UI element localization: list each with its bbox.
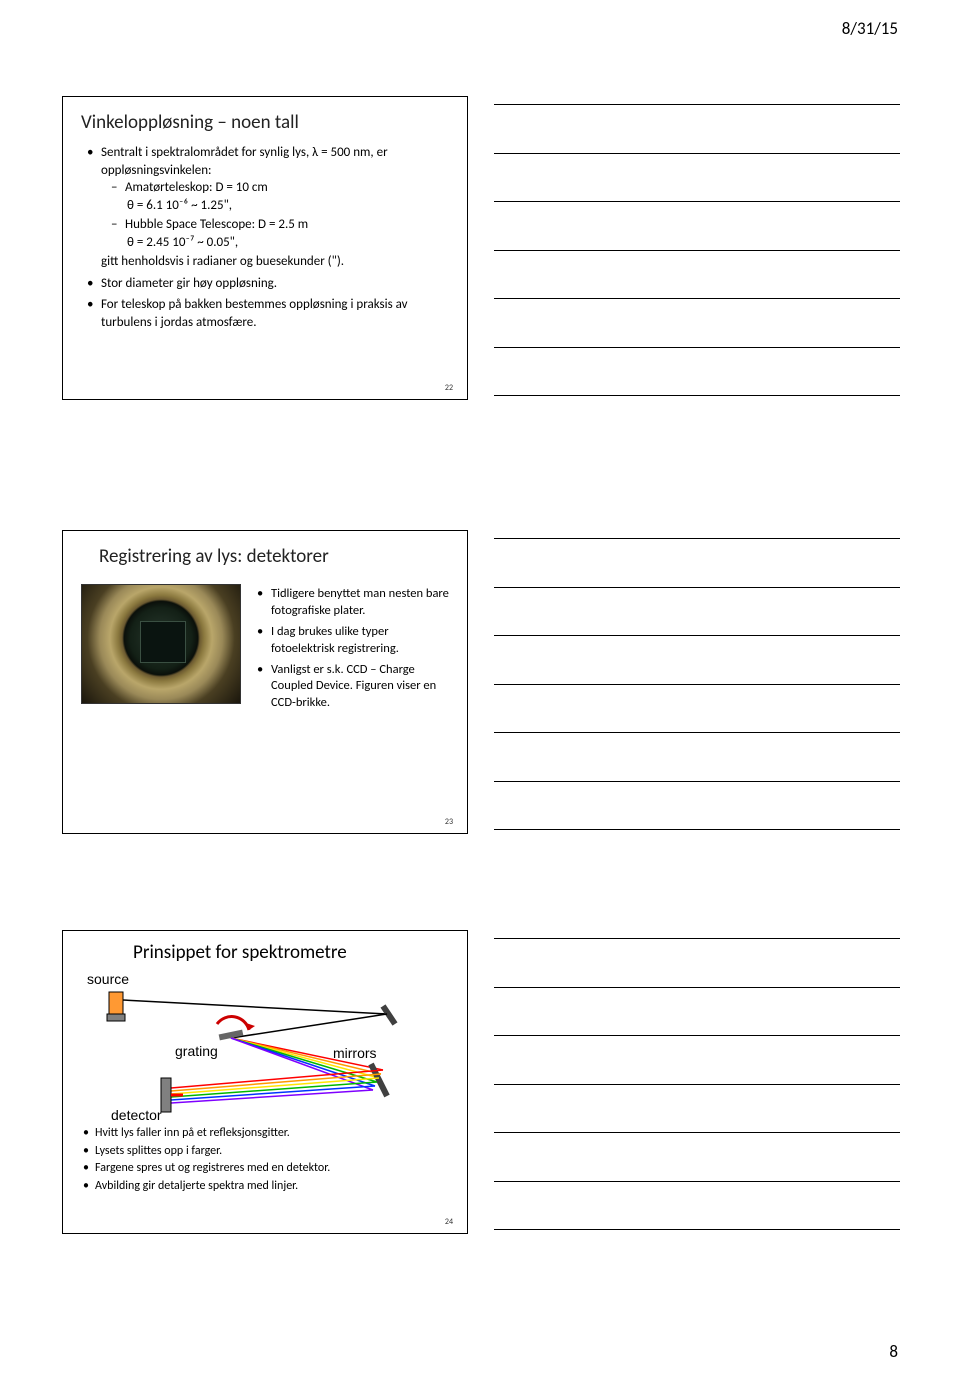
slide-2-title: Registrering av lys: detektorer bbox=[81, 545, 449, 568]
ccd-image bbox=[81, 584, 241, 704]
notes-area-2 bbox=[494, 530, 900, 834]
row-2: Registrering av lys: detektorer Tidliger… bbox=[62, 530, 900, 834]
slide-number: 24 bbox=[445, 1217, 453, 1227]
note-line bbox=[494, 781, 900, 782]
bullet: Lysets splittes opp i farger. bbox=[83, 1144, 453, 1160]
note-line bbox=[494, 587, 900, 588]
slide-number: 23 bbox=[445, 817, 453, 827]
note-line bbox=[494, 732, 900, 733]
detector-body bbox=[161, 1078, 171, 1112]
note-line bbox=[494, 395, 900, 396]
spectrometer-diagram: source grating mirrors bbox=[77, 970, 447, 1122]
ray-green-2 bbox=[171, 1082, 377, 1097]
sub-bullet: Amatørteleskop: D = 10 cm θ = 6.1 10⁻⁶ ~… bbox=[111, 179, 449, 214]
sub-text: Hubble Space Telescope: D = 2.5 m bbox=[125, 217, 308, 232]
note-line bbox=[494, 250, 900, 251]
note-line bbox=[494, 298, 900, 299]
sub-formula: θ = 2.45 10⁻⁷ ~ 0.05", bbox=[125, 235, 238, 250]
slide-3: Prinsippet for spektrometre source grati… bbox=[62, 930, 468, 1234]
slide-3-title: Prinsippet for spektrometre bbox=[77, 941, 453, 964]
note-line bbox=[494, 201, 900, 202]
note-line bbox=[494, 1035, 900, 1036]
slide-2: Registrering av lys: detektorer Tidliger… bbox=[62, 530, 468, 834]
bullet-text: Sentralt i spektralområdet for synlig ly… bbox=[101, 145, 388, 178]
slide-1-title: Vinkeloppløsning – noen tall bbox=[81, 111, 449, 134]
note-line bbox=[494, 538, 900, 539]
note-line bbox=[494, 104, 900, 105]
source-base bbox=[107, 1014, 125, 1021]
sub-text: Amatørteleskop: D = 10 cm bbox=[125, 180, 268, 195]
note-line bbox=[494, 684, 900, 685]
note-line bbox=[494, 938, 900, 939]
note-line bbox=[494, 347, 900, 348]
slide-2-bullets: Tidligere benyttet man nesten bare fotog… bbox=[251, 586, 449, 712]
date-header: 8/31/15 bbox=[842, 18, 898, 39]
bullet: Sentralt i spektralområdet for synlig ly… bbox=[87, 144, 449, 271]
slide-1: Vinkeloppløsning – noen tall Sentralt i … bbox=[62, 96, 468, 400]
sub-bullet: Hubble Space Telescope: D = 2.5 m θ = 2.… bbox=[111, 216, 449, 251]
sub-formula: θ = 6.1 10⁻⁶ ~ 1.25", bbox=[125, 198, 232, 213]
bullet: Vanligst er s.k. CCD – Charge Coupled De… bbox=[257, 662, 449, 713]
bullet: Hvitt lys faller inn på et refleksjonsgi… bbox=[83, 1126, 453, 1142]
grating-element bbox=[219, 1030, 244, 1041]
bullet: For teleskop på bakken bestemmes oppløsn… bbox=[87, 296, 449, 331]
label-mirrors: mirrors bbox=[333, 1045, 377, 1061]
note-line bbox=[494, 1229, 900, 1230]
bullet: Tidligere benyttet man nesten bare fotog… bbox=[257, 586, 449, 620]
beam-in bbox=[123, 1000, 387, 1014]
notes-area-1 bbox=[494, 96, 900, 400]
note-line bbox=[494, 1084, 900, 1085]
bullet: Fargene spres ut og registreres med en d… bbox=[83, 1161, 453, 1177]
bullet: Stor diameter gir høy oppløsning. bbox=[87, 275, 449, 293]
slide-3-bullets: Hvitt lys faller inn på et refleksjonsgi… bbox=[77, 1126, 453, 1194]
note-line bbox=[494, 1132, 900, 1133]
note-line bbox=[494, 829, 900, 830]
page-number: 8 bbox=[889, 1341, 898, 1362]
note-line bbox=[494, 1181, 900, 1182]
label-detector: detector bbox=[111, 1107, 162, 1122]
note-line bbox=[494, 635, 900, 636]
row-3: Prinsippet for spektrometre source grati… bbox=[62, 930, 900, 1234]
label-grating: grating bbox=[175, 1043, 218, 1059]
slide-1-bullets: Sentralt i spektralområdet for synlig ly… bbox=[81, 144, 449, 331]
bullet-text: gitt henholdsvis i radianer og buesekund… bbox=[101, 253, 449, 271]
note-line bbox=[494, 987, 900, 988]
bullet: I dag brukes ulike typer fotoelektrisk r… bbox=[257, 624, 449, 658]
bullet: Avbilding gir detaljerte spektra med lin… bbox=[83, 1179, 453, 1195]
note-line bbox=[494, 153, 900, 154]
slide-number: 22 bbox=[445, 383, 453, 393]
row-1: Vinkeloppløsning – noen tall Sentralt i … bbox=[62, 96, 900, 400]
rotation-arrowhead bbox=[243, 1022, 255, 1030]
notes-area-3 bbox=[494, 930, 900, 1234]
label-source: source bbox=[87, 971, 129, 987]
source-body bbox=[109, 992, 123, 1014]
